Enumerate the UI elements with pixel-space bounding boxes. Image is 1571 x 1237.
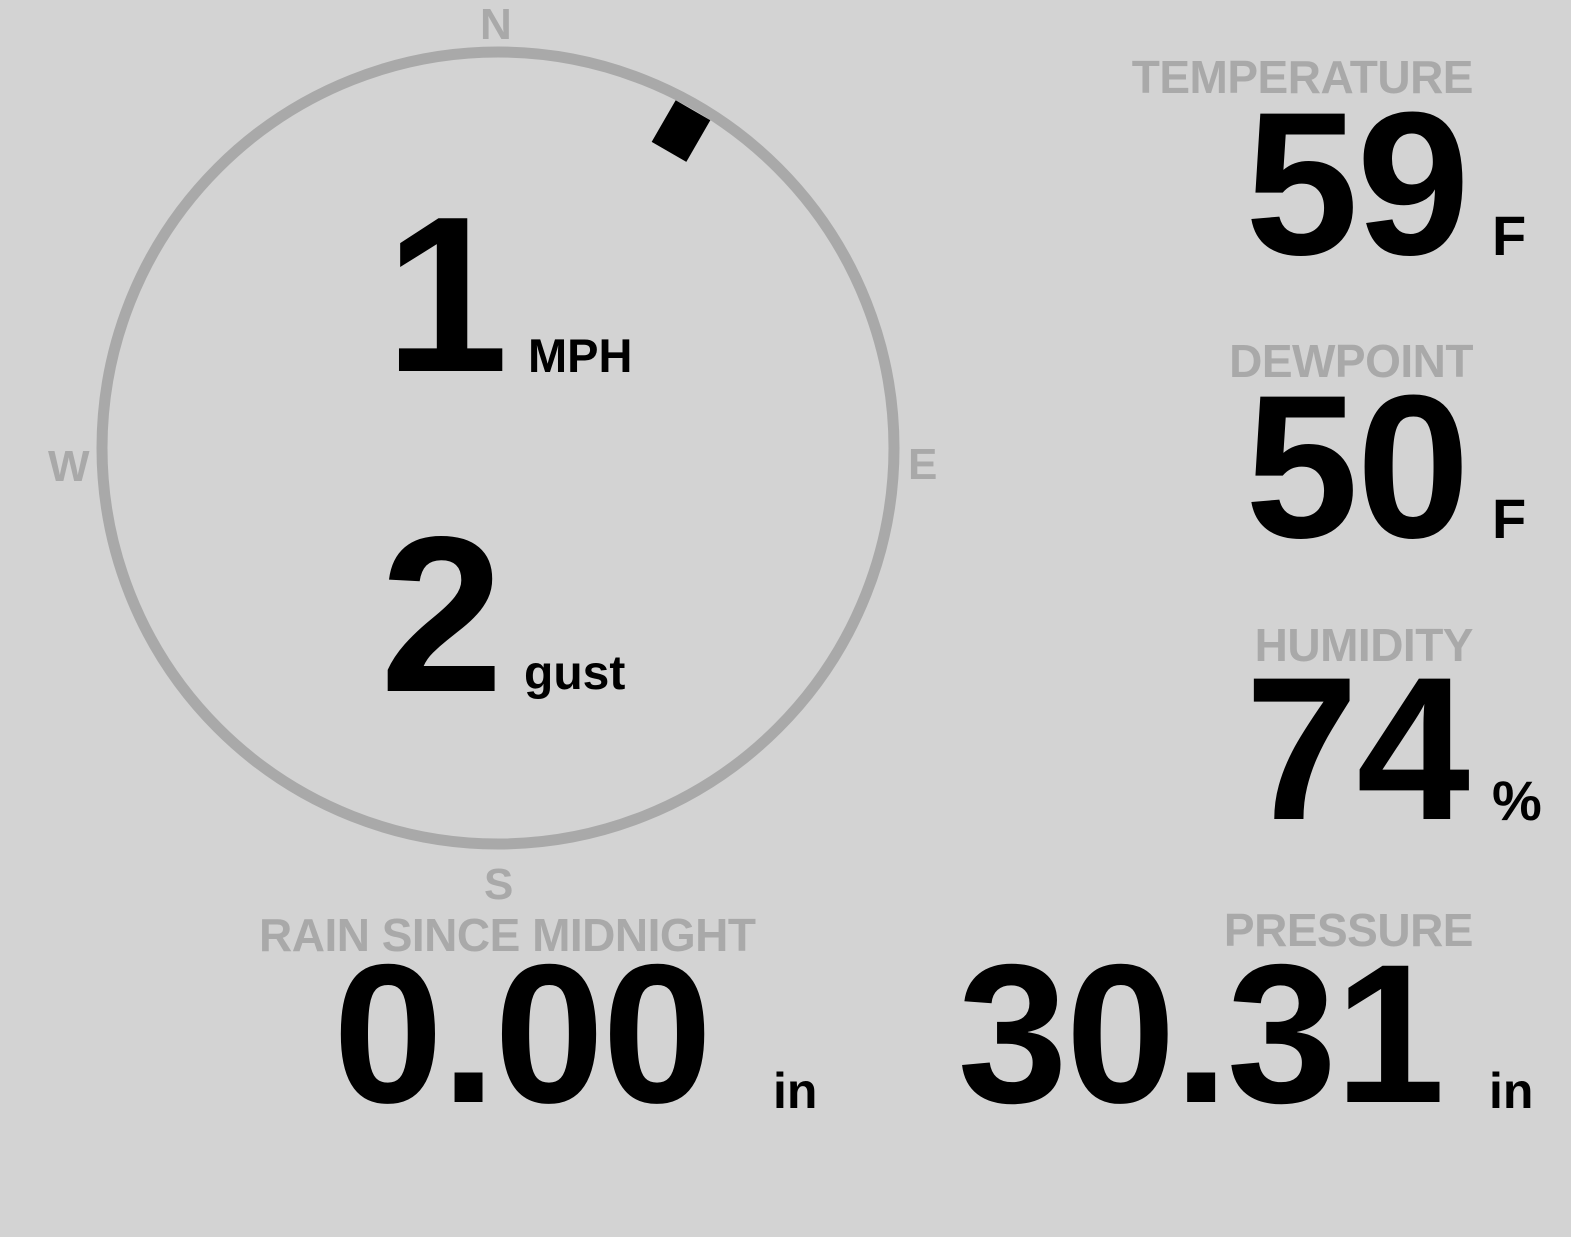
wind-speed-unit: MPH <box>528 329 633 382</box>
compass-east-label: E <box>908 440 938 489</box>
compass-north-label: N <box>480 0 512 49</box>
pressure-label: PRESSURE <box>1223 904 1474 956</box>
wind-gust-label: gust <box>524 647 626 700</box>
dewpoint-label: DEWPOINT <box>1229 335 1473 387</box>
pressure-unit: in <box>1489 1063 1534 1119</box>
rain-value: 0.00 <box>333 923 712 1144</box>
temperature-unit: F <box>1492 204 1527 267</box>
dewpoint-unit: F <box>1492 487 1527 550</box>
pressure-value: 30.31 <box>957 923 1445 1144</box>
temperature-label: TEMPERATURE <box>1131 51 1474 103</box>
wind-compass <box>96 46 900 850</box>
temperature-value: 59 <box>1245 70 1470 298</box>
humidity-label: HUMIDITY <box>1254 619 1474 671</box>
wind-speed-value: 1 <box>385 171 508 419</box>
compass-south-label: S <box>484 860 514 909</box>
rain-unit: in <box>773 1063 818 1119</box>
humidity-value: 74 <box>1245 635 1470 863</box>
wind-gust-value: 2 <box>380 491 503 739</box>
compass-ring <box>96 46 900 850</box>
dewpoint-value: 50 <box>1245 353 1470 581</box>
humidity-unit: % <box>1492 769 1542 832</box>
rain-label: RAIN SINCE MIDNIGHT <box>259 909 756 961</box>
compass-west-label: W <box>48 442 90 491</box>
wind-direction-marker <box>651 100 711 162</box>
